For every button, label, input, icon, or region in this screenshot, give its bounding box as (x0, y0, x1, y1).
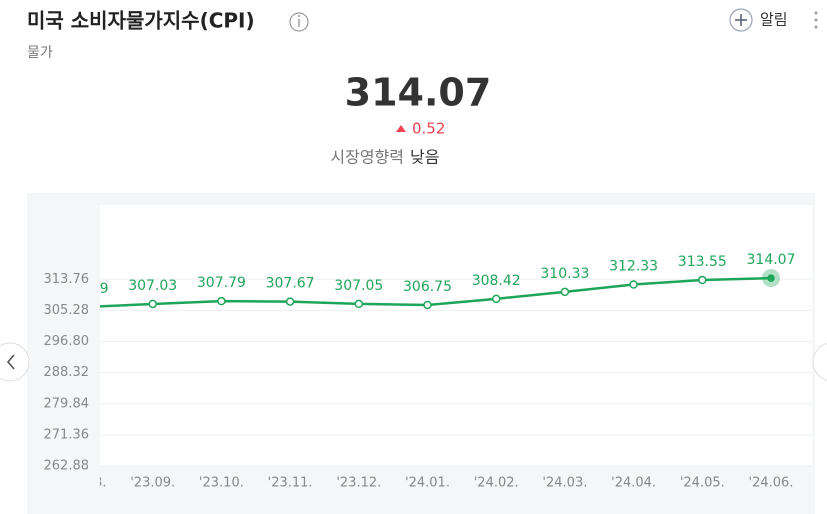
point (491, 294, 501, 304)
prev-button[interactable] (0, 342, 30, 382)
x-tick-label: '23.12. (336, 476, 381, 491)
value-label: 314.07 (747, 252, 796, 268)
y-tick-label: 288.32 (44, 365, 90, 380)
y-tick-label: 313.76 (44, 272, 90, 287)
value-label: 306.75 (403, 279, 452, 295)
y-tick-label: 279.84 (44, 396, 90, 411)
value-label: 312.33 (609, 259, 658, 275)
point (629, 280, 638, 289)
y-tick-label: 296.80 (44, 334, 90, 349)
value-label: 307.79 (197, 275, 246, 291)
plot-area (100, 205, 812, 466)
point (698, 275, 707, 285)
value-label: 307.03 (128, 278, 177, 294)
alert-button[interactable]: 알림 (729, 8, 788, 32)
x-tick-label: '23.08. (62, 476, 107, 491)
alert-label: 알림 (760, 11, 788, 29)
grid: 262.88 271.36 279.84 288.32 296.80 305.28 313.… (44, 272, 812, 474)
next-button[interactable] (812, 343, 827, 381)
point (423, 300, 432, 310)
plot: '23.08. '23.09. '23.10. '23.11. '23.12. '24.0… (60, 252, 796, 491)
point (560, 287, 570, 297)
x-tick-label: '24.05. (680, 476, 725, 491)
x-tick-label: '24.03. (542, 476, 587, 491)
up-arrow (396, 125, 406, 132)
x-tick-label: '24.06. (749, 476, 794, 491)
x-tick-label: '23.09. (130, 476, 175, 491)
y-tick-label: 271.36 (44, 427, 90, 442)
point (354, 299, 364, 309)
point (285, 297, 295, 306)
headline-change: 0.52 (412, 120, 445, 138)
point (217, 296, 226, 306)
value-label: 307.05 (334, 278, 383, 294)
y-tick-label: 305.28 (44, 303, 90, 318)
point (767, 274, 775, 282)
x-tick-label: '23.11. (268, 476, 313, 491)
value-label: 306.19 (60, 281, 109, 297)
x-tick-label: '24.02. (474, 476, 519, 491)
influence-label: 시장영향력 (330, 148, 404, 167)
more-menu[interactable] (814, 11, 818, 29)
value-label: 307.67 (266, 276, 315, 292)
value-label: 310.33 (540, 266, 589, 282)
title: 미국 소비자물가지수(CPI) (27, 9, 255, 33)
point (148, 299, 157, 309)
value-label: 308.42 (472, 273, 521, 289)
influence-value: 낮음 (410, 148, 439, 167)
headline-value: 314.07 (345, 71, 492, 115)
x-tick-label: '24.01. (405, 476, 450, 491)
x-tick-label: '23.10. (199, 476, 244, 491)
y-tick-label: 262.88 (44, 459, 90, 474)
x-tick-label: '24.04. (611, 476, 656, 491)
info-icon[interactable] (289, 12, 309, 32)
subtitle: 물가 (27, 45, 53, 61)
value-label: 313.55 (678, 254, 727, 270)
